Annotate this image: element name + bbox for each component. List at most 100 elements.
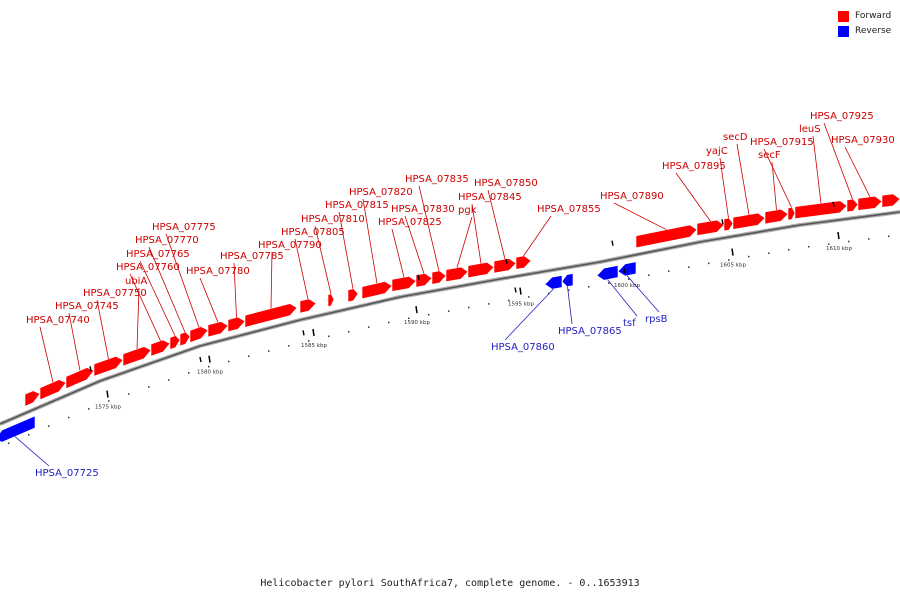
gene-label: secD: [723, 132, 748, 143]
feature-tick: [611, 240, 614, 246]
scale-minor-tick: [128, 393, 130, 395]
gene-arrow: [723, 217, 734, 232]
scale-label: 1580 kbp: [197, 370, 223, 376]
gene-arrow: [544, 275, 563, 290]
gene-leader-line: [294, 238, 309, 300]
scale-minor-tick: [368, 326, 370, 328]
scale-minor-tick: [148, 386, 150, 388]
forward-swatch: [838, 10, 849, 22]
gene-leader-line: [812, 135, 822, 204]
scale-minor-tick: [88, 408, 90, 410]
scale-minor-tick: [328, 335, 330, 338]
scale-minor-tick: [508, 299, 510, 302]
gene-label: HPSA_07790: [258, 240, 322, 251]
scale-minor-tick: [348, 330, 350, 333]
gene-label: HPSA_07860: [491, 342, 555, 353]
scale-major-tick: [106, 390, 109, 398]
feature-tick: [199, 356, 202, 363]
gene-leader-line: [613, 202, 667, 231]
scale-minor-tick: [888, 235, 890, 238]
gene-label: HPSA_07820: [349, 187, 413, 198]
gene-label: yajC: [706, 146, 728, 157]
gene-arrow: [493, 258, 517, 274]
gene-leader-line: [136, 287, 140, 350]
scale-minor-tick: [768, 252, 770, 254]
gene-arrow: [207, 321, 229, 338]
scale-minor-tick: [708, 262, 710, 265]
scale-minor-tick: [868, 238, 870, 240]
reverse-legend-label: Reverse: [855, 26, 892, 36]
gene-arrow: [696, 219, 725, 236]
scale-minor-tick: [28, 433, 30, 436]
scale-minor-tick: [568, 289, 570, 291]
gene-leader-line: [39, 326, 54, 383]
scale-minor-tick: [608, 282, 610, 284]
scale-minor-tick: [248, 355, 250, 358]
scale-minor-tick: [108, 400, 110, 402]
gene-label: HPSA_07770: [135, 235, 199, 246]
gene-leader-line: [771, 161, 777, 211]
gene-arrow: [617, 261, 637, 277]
gene-arrow: [561, 273, 574, 287]
gene-arrow: [299, 298, 317, 314]
gene-arrow: [39, 379, 67, 401]
gene-label: HPSA_07785: [220, 251, 284, 262]
gene-arrow: [227, 316, 246, 333]
scale-minor-tick: [668, 270, 670, 272]
gene-leader-line: [719, 157, 729, 219]
scale-major-tick: [312, 328, 315, 337]
gene-arrow: [391, 276, 417, 292]
gene-leader-line: [844, 146, 871, 198]
scale-minor-tick: [788, 249, 790, 251]
gene-leader-line: [338, 211, 354, 289]
feature-tick: [505, 258, 508, 265]
gene-leader-line: [487, 189, 506, 260]
gene-arrow: [635, 224, 698, 249]
gene-arrow: [846, 198, 859, 213]
gene-arrow: [169, 335, 181, 350]
scale-minor-tick: [688, 266, 690, 268]
gene-arrow: [0, 415, 36, 443]
gene-label: leuS: [799, 124, 821, 135]
gene-arrow: [179, 331, 191, 347]
gene-arrow: [857, 195, 883, 211]
scale-minor-tick: [468, 306, 470, 309]
scale-label: 1605 kbp: [720, 263, 746, 269]
gene-label: HPSA_07895: [662, 161, 726, 172]
legend-forward: Forward: [838, 9, 891, 23]
gene-label: HPSA_07775: [152, 222, 216, 233]
scale-minor-tick: [528, 296, 530, 298]
gene-arrow: [881, 193, 900, 208]
scale-minor-tick: [728, 259, 730, 261]
gene-leader-line: [199, 277, 219, 323]
gene-leader-line: [14, 436, 50, 467]
gene-leader-line: [456, 216, 473, 268]
gene-label: HPSA_07890: [600, 191, 664, 202]
gene-arrow: [515, 255, 532, 270]
scale-minor-tick: [828, 243, 830, 245]
gene-label: HPSA_07915: [750, 137, 814, 148]
gene-arrow: [732, 212, 766, 230]
gene-arrow: [189, 326, 209, 343]
scale-minor-tick: [628, 278, 630, 280]
gene-label: HPSA_07805: [281, 227, 345, 238]
gene-leader-line: [404, 215, 425, 274]
feature-tick: [832, 201, 835, 207]
gene-leader-line: [763, 148, 792, 208]
gene-label: tsf: [623, 318, 636, 329]
gene-label: pgk: [458, 205, 477, 216]
scale-major-tick: [731, 248, 734, 256]
gene-label: HPSA_07830: [391, 204, 455, 215]
gene-label: HPSA_07925: [810, 111, 874, 122]
gene-arrow: [415, 273, 433, 288]
gene-leader-line: [96, 299, 109, 360]
scale-minor-tick: [168, 379, 170, 381]
feature-tick: [721, 219, 724, 225]
genome-caption: Helicobacter pylori SouthAfrica7, comple…: [260, 578, 640, 589]
gene-arrow: [787, 207, 796, 221]
gene-arrow: [467, 262, 495, 279]
scale-minor-tick: [188, 372, 190, 374]
gene-leader-line: [391, 228, 405, 278]
